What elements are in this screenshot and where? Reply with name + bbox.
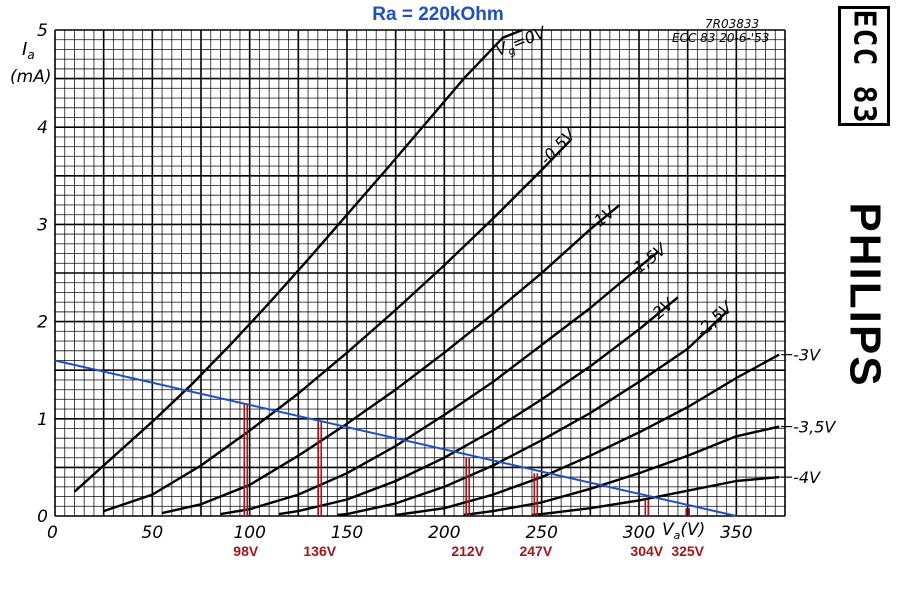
major-grid [54,29,786,517]
curve--1-5v [220,250,660,516]
brand-wrapper: PHILIPS [820,200,900,390]
curve-label: -3V [793,346,821,365]
ref-date: ECC 83 20-6-'53 [672,31,769,45]
curve--3-5v [463,425,780,517]
anode-curves [73,28,780,517]
load-line [54,359,737,517]
y-axis-label: Ia [22,39,35,62]
operating-point-label: 136V [303,543,336,559]
y-axis-subscript: a [27,48,34,62]
x-tick-label: 350 [720,523,752,543]
curve-vg-0v [73,28,523,493]
y-tick-label: 1 [37,410,48,430]
operating-point-label: 98V [233,543,259,559]
curve--1v [161,204,621,515]
curve--0-5v [103,138,572,513]
ref-code: 7R03833 [705,17,759,31]
y-tick-label: 4 [37,118,48,138]
operating-point-label: 212V [451,543,484,559]
curve-label: -4V [793,468,821,487]
operating-point-markers: 98V 136V 212V 247V 304V 325V [233,404,705,559]
curve-label: -3,5V [793,418,836,437]
chart-title: Ra = 220kOhm [372,4,504,25]
y-tick-label: 5 [37,21,48,41]
operating-point-label: 304V [630,543,663,559]
x-axis-symbol: V [662,520,675,540]
x-axis-unit: (V) [680,520,705,540]
curve-label: -1,5V [625,239,671,281]
y-tick-label: 3 [37,215,48,235]
curve--3v [395,353,780,517]
axis-ticks: 0 50 100 150 200 250 300 350 0 1 2 3 4 5 [37,21,752,543]
curve-label: -2,5V [692,297,736,341]
x-axis-label: Va(V) [662,520,705,542]
curve--2-5v [337,311,728,517]
x-tick-label: 100 [233,523,265,543]
operating-point-label: 325V [671,543,704,559]
tube-type-box: ECC 83 [838,6,890,126]
brand-name: PHILIPS [841,202,890,388]
x-tick-label: 150 [331,523,363,543]
curve-label-sub: g [506,44,517,59]
curve--4v [531,475,780,517]
tube-type-label: ECC 83 [846,8,882,124]
x-axis-subscript: a [674,529,681,542]
curve-label-rest: =0V [509,22,549,53]
operating-point-label: 247V [519,543,552,559]
x-tick-label: 250 [525,523,557,543]
y-tick-label: 0 [37,507,48,527]
curve--2v [278,296,679,516]
x-tick-label: 0 [47,523,58,543]
x-tick-label: 200 [428,523,460,543]
y-axis-unit: (mA) [10,67,51,87]
y-tick-label: 2 [37,313,48,333]
x-tick-label: 300 [623,523,655,543]
x-tick-label: 50 [142,523,164,543]
y-axis-symbol: I [22,39,27,60]
load-line-group [54,359,737,517]
